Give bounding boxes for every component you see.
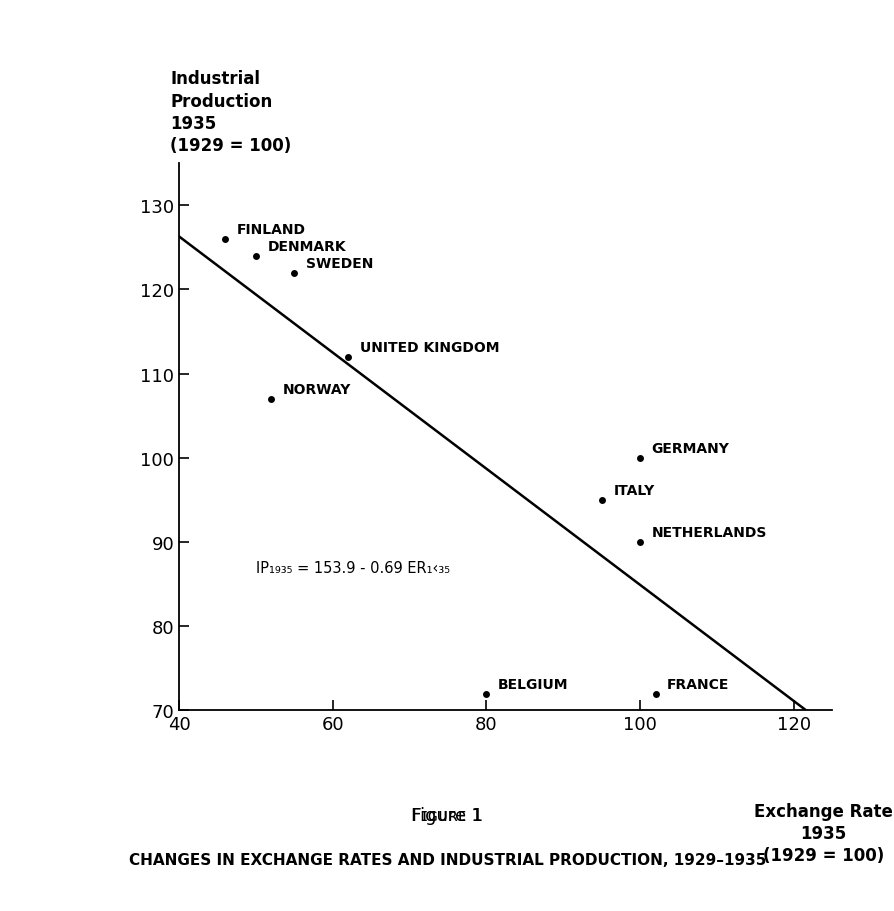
Text: Figure 1: Figure 1 — [411, 806, 483, 824]
Text: SWEDEN: SWEDEN — [306, 257, 373, 271]
Text: NORWAY: NORWAY — [283, 383, 350, 397]
Text: Exchange Rate
1935
(1929 = 100): Exchange Rate 1935 (1929 = 100) — [753, 802, 892, 864]
Text: DENMARK: DENMARK — [267, 240, 346, 254]
Text: UNITED KINGDOM: UNITED KINGDOM — [359, 341, 499, 355]
Text: Industrial
Production
1935
(1929 = 100): Industrial Production 1935 (1929 = 100) — [170, 70, 291, 155]
Text: CHANGES IN EXCHANGE RATES AND INDUSTRIAL PRODUCTION, 1929–1935: CHANGES IN EXCHANGE RATES AND INDUSTRIAL… — [129, 853, 765, 867]
Text: NETHERLANDS: NETHERLANDS — [651, 526, 766, 540]
Text: FRANCE: FRANCE — [666, 677, 729, 691]
Text: BELGIUM: BELGIUM — [497, 677, 568, 691]
Text: IP₁₉₃₅ = 153.9 - 0.69 ER₁‹₃₅: IP₁₉₃₅ = 153.9 - 0.69 ER₁‹₃₅ — [256, 560, 450, 575]
Text: ITALY: ITALY — [612, 484, 654, 497]
Text: GERMANY: GERMANY — [651, 442, 729, 456]
Text: Fɪɢᴜʀᴇ 1: Fɪɢᴜʀᴇ 1 — [412, 806, 482, 824]
Text: FINLAND: FINLAND — [236, 223, 306, 237]
